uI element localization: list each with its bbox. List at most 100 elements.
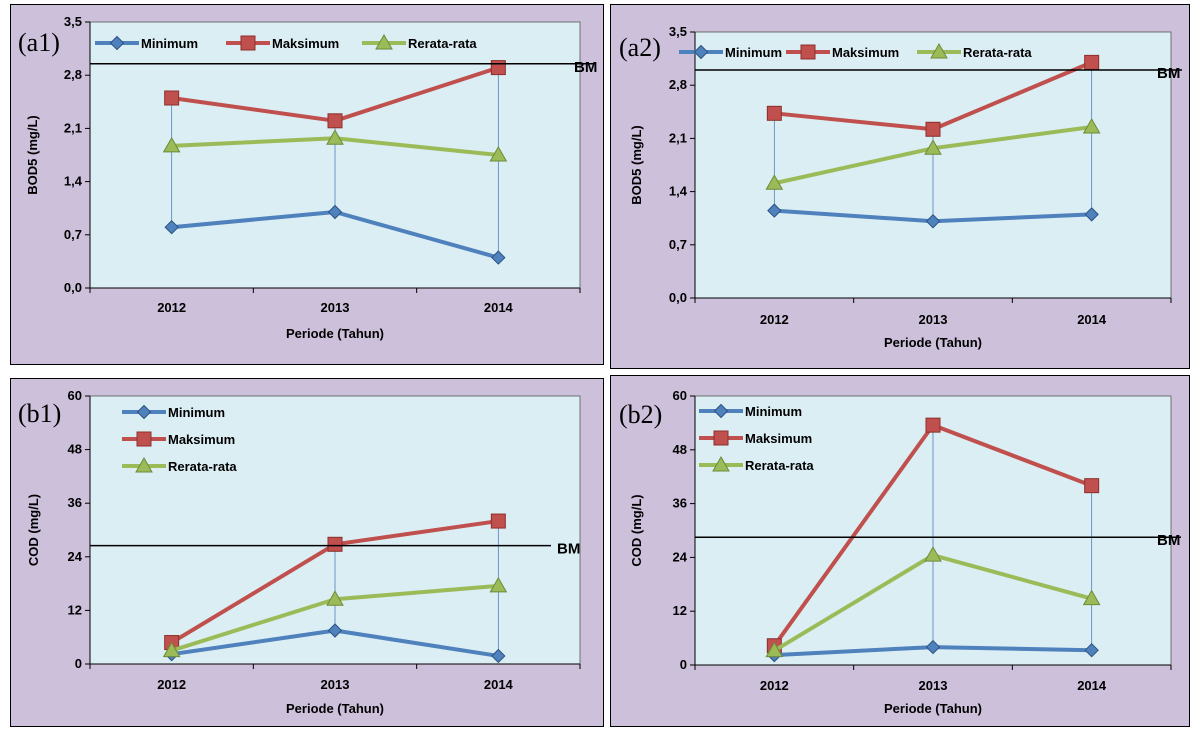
legend-marker <box>713 430 729 446</box>
data-point <box>766 105 782 121</box>
y-tick-label: 3,5 <box>669 24 687 39</box>
legend-marker <box>136 404 152 420</box>
chart-panel-a2: 0,0 0,7 1,4 2,1 2,8 3,5 2012 2013 2014 Periode (T… <box>610 4 1190 369</box>
data-point <box>327 113 343 129</box>
data-point <box>327 623 343 638</box>
legend-item: Minimum <box>95 35 198 51</box>
legend-label: Maksimum <box>832 45 899 60</box>
x-axis-title: Periode (Tahun) <box>286 326 384 341</box>
data-point <box>1082 117 1101 134</box>
y-tick-label: 12 <box>68 602 82 617</box>
x-tick-label: 2013 <box>321 300 350 315</box>
data-point <box>1084 642 1099 658</box>
y-tick-label: 48 <box>68 442 82 457</box>
data-point <box>765 641 784 658</box>
y-tick-label: 2,1 <box>64 120 82 135</box>
x-tick-label: 2013 <box>919 312 948 327</box>
y-tick-label: 1,4 <box>64 174 83 189</box>
data-point <box>162 136 181 153</box>
series-maksimum <box>766 417 1100 654</box>
legend-item: Maksimum <box>226 35 339 51</box>
x-tick-label: 2012 <box>760 678 789 693</box>
data-point <box>327 204 343 220</box>
y-axis-title: BOD5 (mg/L) <box>629 125 644 204</box>
y-tick-label: 3,5 <box>64 14 82 29</box>
series-minimum <box>767 203 1099 229</box>
y-tick-label: 0,7 <box>669 237 687 252</box>
y-tick-label: 0 <box>680 657 687 672</box>
legend-marker <box>930 42 948 59</box>
legend-item: Rerata-rata <box>699 455 814 473</box>
series-rerata-rata <box>162 576 508 658</box>
legend-label: Maksimum <box>168 432 235 447</box>
data-point <box>1084 54 1100 70</box>
chart-svg-b1: 0 12 24 36 48 60 2012 2013 2014 Periode (Tahun) CO… <box>18 388 581 716</box>
data-point <box>1084 207 1099 222</box>
data-point <box>326 129 344 145</box>
legend-marker <box>693 44 709 60</box>
bm-label: BM <box>1157 65 1180 82</box>
y-tick-label: 24 <box>68 549 83 564</box>
data-point <box>1084 478 1100 494</box>
y-tick-label: 12 <box>673 603 687 618</box>
legend-label: Rerata-rata <box>963 45 1032 60</box>
x-tick-label: 2012 <box>157 677 186 692</box>
y-tick-label: 36 <box>673 496 687 511</box>
chart-svg-b2: 0 12 24 36 48 60 2012 2013 2014 Periode (Tahun) CO… <box>619 388 1181 716</box>
data-point <box>925 121 941 137</box>
panel-label: (b1) <box>18 399 61 428</box>
legend-label: Rerata-rata <box>408 36 477 51</box>
x-tick-label: 2014 <box>1077 678 1107 693</box>
y-tick-label: 0 <box>75 656 82 671</box>
x-tick-label: 2014 <box>484 677 514 692</box>
data-point <box>924 139 942 155</box>
series-rerata-rata <box>765 546 1101 658</box>
legend-item: Rerata-rata <box>122 456 237 474</box>
data-point <box>925 417 941 433</box>
series-minimum <box>164 204 506 265</box>
series-maksimum <box>164 60 506 129</box>
data-point <box>925 639 941 655</box>
panel-label: (b2) <box>619 400 662 429</box>
panel-label: (a2) <box>619 33 661 62</box>
y-axis-title: BOD5 (mg/L) <box>25 115 40 194</box>
data-point <box>327 536 343 552</box>
legend-marker <box>136 431 152 447</box>
legend-item: Minimum <box>679 44 782 60</box>
x-axis-title: Periode (Tahun) <box>286 701 384 716</box>
data-point <box>489 145 508 162</box>
chart-panel-a1: 0,0 0,7 1,4 2,1 2,8 3,5 2012 2013 2014 Periode (T… <box>10 4 604 365</box>
y-axis-title: COD (mg/L) <box>629 494 644 566</box>
legend-item: Maksimum <box>122 431 235 447</box>
y-tick-label: 0,0 <box>669 290 687 305</box>
bm-label: BM <box>574 59 597 76</box>
x-tick-label: 2012 <box>157 300 186 315</box>
legend-label: Maksimum <box>272 36 339 51</box>
x-tick-label: 2014 <box>484 300 514 315</box>
data-point <box>164 219 179 235</box>
legend-marker <box>375 33 393 50</box>
data-point <box>489 576 508 593</box>
legend-item: Maksimum <box>699 430 812 446</box>
y-tick-label: 48 <box>673 442 687 457</box>
legend-label: Minimum <box>168 405 225 420</box>
legend-marker <box>712 455 730 472</box>
data-point <box>765 174 784 190</box>
y-tick-label: 0,0 <box>64 280 82 295</box>
y-tick-label: 2,1 <box>669 130 687 145</box>
data-point <box>925 214 941 229</box>
data-point <box>164 90 180 106</box>
data-point <box>326 590 344 606</box>
x-tick-label: 2014 <box>1077 312 1107 327</box>
legend-marker <box>800 44 816 60</box>
x-tick-label: 2012 <box>760 312 789 327</box>
y-tick-label: 36 <box>68 495 82 510</box>
legend-marker <box>109 35 125 51</box>
y-tick-label: 2,8 <box>669 77 687 92</box>
legend-item: Minimum <box>122 404 225 420</box>
series-rerata-rata <box>162 129 508 162</box>
data-point <box>767 203 782 218</box>
legend-marker <box>713 403 729 419</box>
x-tick-label: 2013 <box>919 678 948 693</box>
legend-label: Minimum <box>141 36 198 51</box>
